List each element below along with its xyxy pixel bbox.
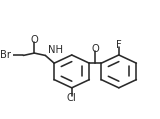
Text: O: O <box>91 44 99 54</box>
Text: NH: NH <box>48 45 63 55</box>
Text: O: O <box>30 35 38 45</box>
Text: F: F <box>116 40 122 50</box>
Text: Cl: Cl <box>67 93 77 103</box>
Text: Br: Br <box>0 50 11 60</box>
